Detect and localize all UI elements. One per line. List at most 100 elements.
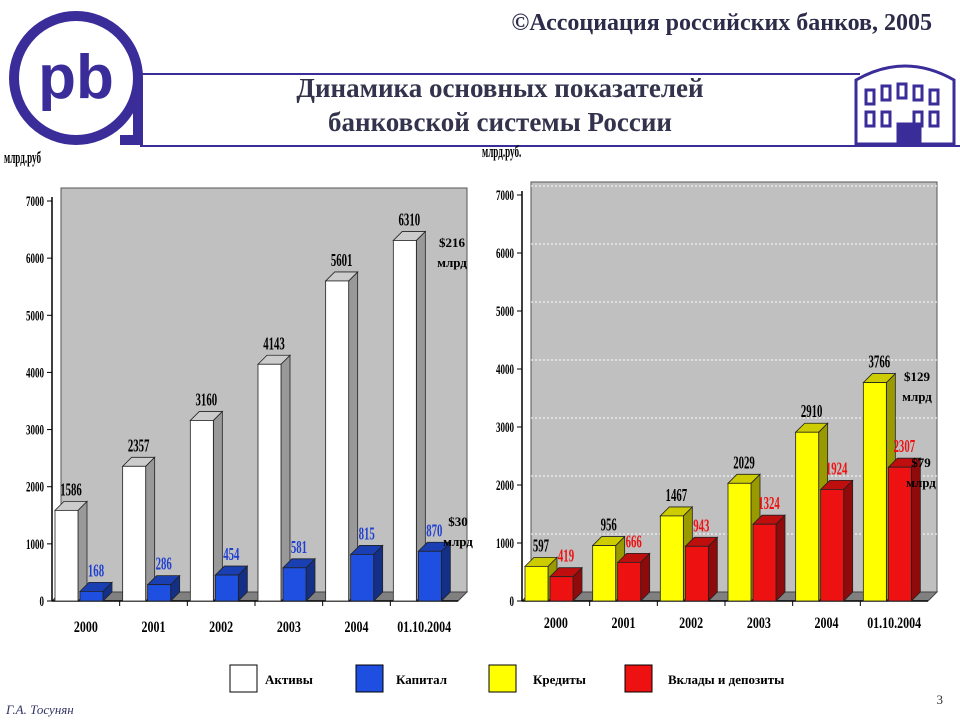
value-label: 286 (156, 555, 172, 574)
x-tick-label: 2004 (815, 614, 839, 632)
bar (549, 576, 574, 602)
legend: Активы Капитал Кредиты Вклады и депозиты (229, 664, 784, 693)
y-tick-label: 4000 (26, 364, 44, 381)
bar (54, 509, 79, 602)
annotation: $216 (439, 235, 466, 250)
building-icon (854, 64, 956, 146)
legend-label: Вклады и депозиты (668, 672, 784, 687)
bar (189, 420, 214, 602)
logo-tail (120, 78, 143, 145)
bar-side (373, 544, 384, 602)
x-tick-label: 01.10.2004 (397, 618, 451, 636)
bar-side (707, 536, 718, 602)
copyright: ©Ассоциация российских банков, 2005 (511, 10, 932, 36)
bar (122, 465, 147, 602)
value-label: 815 (359, 525, 375, 544)
slide-title: банковской системы России (328, 107, 672, 137)
value-label: 2307 (894, 438, 916, 457)
bar (214, 574, 239, 602)
logo-text: pb (38, 43, 114, 112)
value-label: 1324 (758, 495, 780, 514)
bar (820, 489, 845, 602)
legend-swatch (229, 664, 258, 693)
x-tick-label: 2001 (142, 618, 166, 636)
y-tick-label: 0 (39, 593, 44, 610)
slide-title: Динамика основных показателей (296, 73, 703, 103)
bar (617, 561, 642, 602)
y-tick-label: 5000 (26, 307, 44, 324)
y-axis-label: млрд.руб. (482, 142, 521, 161)
bar-side (843, 479, 854, 602)
bar (524, 565, 549, 602)
value-label: 4143 (263, 335, 285, 354)
bar (684, 545, 709, 602)
bar (257, 363, 282, 602)
y-tick-label: 5000 (496, 303, 514, 320)
value-label: 3160 (196, 391, 218, 410)
y-tick-label: 3000 (496, 419, 514, 436)
annotation: млрд (906, 475, 936, 490)
annotation: $30 (448, 514, 468, 529)
annotation: млрд (902, 389, 932, 404)
bar (727, 482, 752, 602)
bar (282, 567, 307, 602)
x-tick-label: 01.10.2004 (867, 614, 921, 632)
x-tick-label: 2000 (74, 618, 98, 636)
value-label: 5601 (331, 251, 353, 270)
x-tick-label: 2001 (612, 614, 636, 632)
bar (659, 515, 684, 602)
legend-label: Активы (265, 672, 313, 687)
x-tick-label: 2000 (544, 614, 568, 632)
value-label: 870 (426, 522, 442, 541)
annotation: $129 (904, 369, 931, 384)
bar (862, 382, 887, 602)
y-axis-label: млрд.руб (4, 148, 41, 167)
bar (392, 240, 417, 602)
bar (147, 584, 172, 602)
value-label: 597 (533, 537, 550, 556)
value-label: 956 (601, 516, 617, 535)
x-tick-label: 2002 (679, 614, 703, 632)
value-label: 454 (223, 546, 240, 565)
x-tick-label: 2003 (747, 614, 771, 632)
legend-swatch (624, 664, 653, 693)
bar (417, 550, 442, 602)
value-label: 943 (693, 517, 709, 536)
value-label: 419 (558, 547, 574, 566)
y-tick-label: 6000 (496, 245, 514, 262)
value-label: 581 (291, 538, 307, 557)
y-tick-label: 3000 (26, 421, 44, 438)
y-tick-label: 1000 (496, 535, 514, 552)
value-label: 1467 (666, 486, 688, 505)
bar (887, 466, 912, 602)
bar-side (440, 541, 451, 602)
legend-swatch (355, 664, 384, 693)
author: Г.А. Тосунян (5, 702, 74, 717)
bar (795, 431, 820, 602)
y-tick-label: 1000 (26, 536, 44, 553)
bar (79, 591, 104, 602)
legend-swatch (488, 664, 517, 693)
value-label: 2910 (801, 403, 823, 422)
y-tick-label: 0 (509, 593, 514, 610)
page-number: 3 (937, 692, 944, 707)
value-label: 168 (88, 562, 104, 581)
bar (325, 280, 350, 602)
legend-label: Капитал (396, 672, 447, 687)
charts: млрд.руб 0 1000 2000 3000 4000 5000 6000 7000 200… (4, 142, 939, 637)
value-label: 1924 (826, 460, 848, 479)
bar (752, 523, 777, 602)
annotation: млрд (443, 534, 473, 549)
value-label: 1586 (60, 481, 82, 500)
annotation: $79 (911, 455, 931, 470)
y-tick-label: 2000 (496, 477, 514, 494)
x-tick-label: 2003 (277, 618, 301, 636)
value-label: 666 (626, 533, 642, 552)
value-label: 2357 (128, 437, 150, 456)
y-tick-label: 4000 (496, 361, 514, 378)
value-label: 2029 (733, 454, 755, 473)
x-tick-label: 2004 (345, 618, 369, 636)
y-tick-label: 6000 (26, 250, 44, 267)
y-tick-label: 7000 (496, 187, 514, 204)
